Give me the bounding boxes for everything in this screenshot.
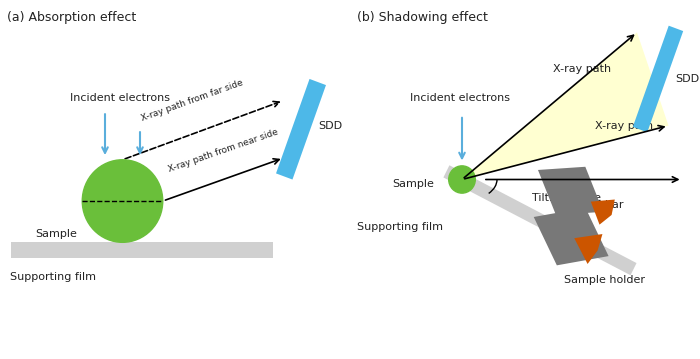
Text: X-ray path from near side: X-ray path from near side — [167, 127, 279, 174]
Polygon shape — [462, 32, 668, 180]
Text: Tilting angle: Tilting angle — [532, 193, 601, 203]
Text: Incident electrons: Incident electrons — [70, 93, 170, 103]
Text: X-ray path: X-ray path — [595, 121, 653, 131]
Text: Supporting film: Supporting film — [357, 222, 443, 232]
Text: SDD: SDD — [676, 74, 699, 84]
Text: SDD: SDD — [318, 121, 342, 131]
Polygon shape — [633, 26, 683, 132]
Text: Sample holder: Sample holder — [564, 275, 645, 285]
Text: Supporting film: Supporting film — [10, 272, 97, 282]
Text: X-ray path: X-ray path — [553, 64, 611, 74]
Text: (b) Shadowing effect: (b) Shadowing effect — [357, 11, 488, 24]
Text: X-ray path from far side: X-ray path from far side — [140, 78, 245, 123]
Text: Grid bar: Grid bar — [578, 200, 624, 210]
Polygon shape — [591, 200, 615, 225]
Bar — [10, 242, 273, 258]
Circle shape — [449, 166, 475, 193]
Circle shape — [83, 160, 162, 242]
Text: (a) Absorption effect: (a) Absorption effect — [7, 11, 136, 24]
Polygon shape — [538, 167, 603, 215]
Text: Sample: Sample — [392, 179, 434, 189]
Polygon shape — [533, 208, 608, 265]
Polygon shape — [574, 234, 603, 264]
Polygon shape — [443, 165, 636, 275]
Text: Sample: Sample — [35, 229, 77, 239]
Polygon shape — [276, 79, 326, 180]
Text: Incident electrons: Incident electrons — [410, 93, 510, 103]
